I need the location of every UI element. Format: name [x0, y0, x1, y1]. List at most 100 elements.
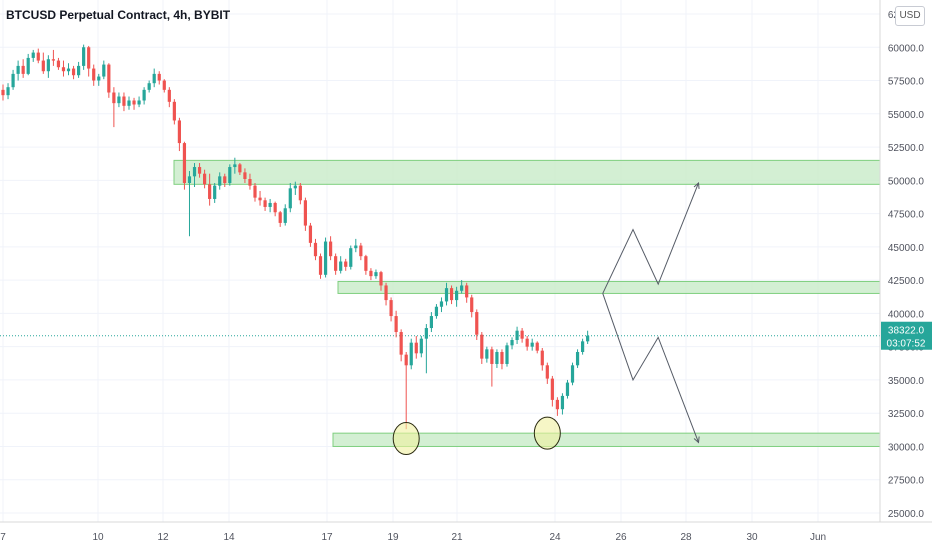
- candle: [218, 172, 222, 190]
- projection-arrowhead: [693, 436, 700, 444]
- candle: [515, 326, 519, 345]
- candle: [570, 362, 575, 386]
- candle: [122, 92, 126, 112]
- candle: [424, 324, 428, 374]
- candle: [66, 63, 71, 76]
- candle: [92, 64, 96, 86]
- candle: [187, 171, 192, 237]
- candle-body: [223, 176, 227, 183]
- candle-body: [187, 176, 192, 183]
- candle-body: [172, 101, 176, 121]
- candle-body: [192, 167, 197, 177]
- candle-body: [213, 185, 217, 199]
- candle-body: [555, 399, 559, 410]
- candle-body: [505, 345, 509, 364]
- candle: [71, 65, 76, 80]
- candle: [495, 349, 499, 368]
- candle-body: [51, 59, 55, 61]
- candle: [97, 73, 101, 86]
- candle-body: [107, 64, 111, 93]
- time-tick-label: 30: [746, 532, 758, 543]
- candle: [102, 60, 106, 80]
- candle: [389, 297, 393, 322]
- candle-body: [152, 73, 156, 84]
- time-tick-label: 10: [92, 532, 104, 543]
- candle-body: [92, 68, 96, 81]
- candle: [460, 280, 464, 294]
- candle: [313, 238, 318, 261]
- candle-body: [117, 96, 121, 104]
- candle-body: [21, 65, 25, 74]
- candle: [439, 297, 444, 313]
- candle: [16, 60, 20, 81]
- candle-body: [475, 312, 479, 335]
- price-tick-label: 52500.0: [888, 143, 925, 154]
- candle: [56, 57, 61, 70]
- candle-body: [308, 225, 313, 243]
- candle-body: [283, 208, 287, 223]
- time-axis[interactable]: 7 10 12 14 17 19 21 24 26 28 30 Jun: [0, 532, 826, 543]
- candle-body: [404, 354, 408, 366]
- candle-body: [384, 285, 388, 301]
- candle-body: [545, 365, 549, 379]
- candle-body: [495, 351, 499, 364]
- candle: [197, 163, 202, 178]
- candle: [449, 285, 454, 305]
- candle-body: [41, 60, 45, 72]
- highlight-circles: [392, 416, 561, 455]
- candle: [248, 173, 252, 190]
- candle: [208, 173, 212, 206]
- time-tick-label: 24: [549, 532, 561, 543]
- candle: [107, 63, 111, 98]
- candle: [253, 182, 257, 202]
- price-tick-label: 40000.0: [888, 309, 925, 320]
- candle-body: [278, 212, 282, 223]
- candle-body: [500, 351, 504, 364]
- candle: [303, 197, 307, 231]
- candle-body: [87, 47, 91, 69]
- candle: [379, 270, 383, 291]
- candle: [243, 168, 247, 183]
- candle: [147, 80, 151, 93]
- bar-countdown: 03:07:52: [887, 339, 926, 350]
- highlight-circle: [392, 421, 420, 455]
- candle-body: [515, 330, 519, 341]
- candle: [374, 269, 378, 279]
- time-tick-label: 26: [615, 532, 627, 543]
- candle: [525, 336, 529, 351]
- candle: [414, 336, 418, 359]
- currency-button[interactable]: USD: [895, 6, 925, 26]
- candle: [21, 59, 25, 78]
- price-axis[interactable]: 62500.060000.057500.055000.052500.050000…: [888, 10, 925, 520]
- projection-arrowhead: [693, 181, 700, 190]
- candle: [293, 181, 297, 195]
- candle-body: [203, 173, 207, 185]
- price-tick-label: 57500.0: [888, 77, 925, 88]
- candle: [172, 99, 176, 125]
- candle: [364, 254, 368, 275]
- projection-lines: [602, 181, 700, 444]
- candle-body: [369, 270, 373, 277]
- projection-path: [602, 182, 699, 294]
- candle-body: [490, 349, 494, 364]
- candle-body: [409, 342, 413, 366]
- candle-body: [253, 185, 257, 198]
- time-tick-label: 19: [387, 532, 399, 543]
- candle-body: [16, 65, 20, 74]
- candle-body: [258, 197, 262, 201]
- candle-body: [444, 288, 449, 302]
- candle: [288, 182, 292, 213]
- candle: [127, 96, 131, 110]
- candle: [11, 69, 15, 90]
- candle-body: [535, 342, 539, 351]
- candle: [429, 312, 433, 333]
- candle-body: [197, 167, 202, 174]
- time-tick-label: Jun: [810, 532, 826, 543]
- chart-title: BTCUSD Perpetual Contract, 4h, BYBIT: [6, 8, 231, 22]
- candle: [339, 256, 343, 274]
- candle-body: [293, 185, 297, 189]
- zone-box: [173, 159, 881, 185]
- candle: [157, 71, 161, 85]
- current-price-label: 38322.0 03:07:52: [881, 321, 932, 350]
